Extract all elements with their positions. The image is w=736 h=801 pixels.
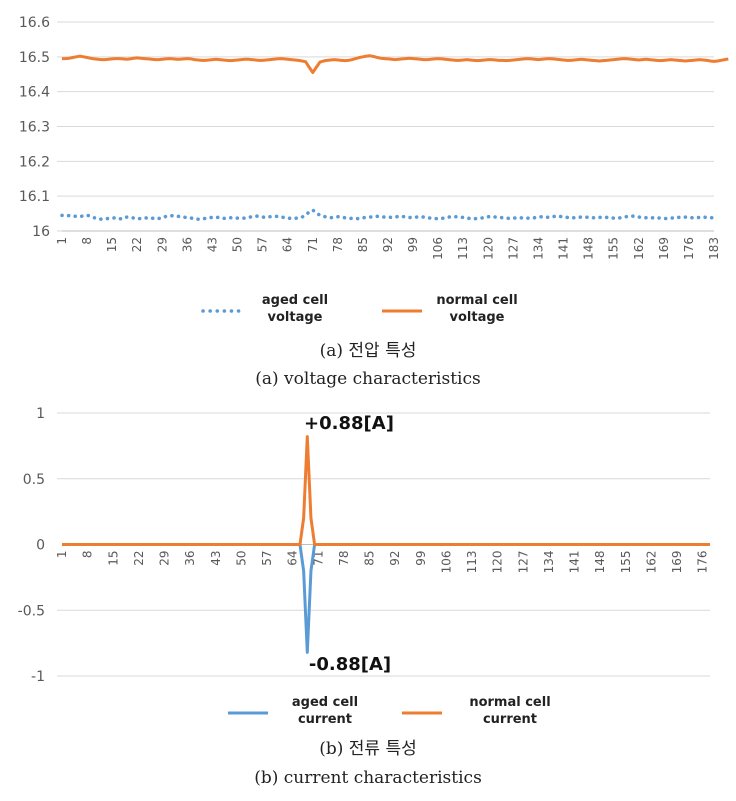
x-tick-label: 120 — [481, 237, 495, 260]
current-y-axis: 1 0.5 0 -0.5 -1 — [18, 406, 45, 685]
x-tick-label: 1 — [55, 551, 69, 559]
x-tick-label: 29 — [158, 551, 172, 566]
x-tick-label: 8 — [80, 237, 94, 245]
x-tick-label: 99 — [414, 551, 428, 566]
legend-label-normal-current-line2: current — [483, 712, 537, 727]
x-tick-label: 155 — [607, 237, 621, 260]
x-tick-label: 78 — [337, 551, 351, 566]
x-tick-label: 127 — [506, 237, 520, 260]
current-chart: 1 0.5 0 -0.5 -1 1 8 15 22 29 36 43 50 57 64 71 78 85 92 99… — [18, 406, 710, 788]
x-tick-label: 8 — [81, 551, 95, 559]
caption-a-korean: (a) 전압 특성 — [320, 341, 417, 361]
y-tick-label: 0 — [36, 538, 45, 554]
x-tick-label: 106 — [431, 237, 445, 260]
x-tick-label: 36 — [183, 551, 197, 566]
legend-label-normal-voltage-line1: normal cell — [436, 293, 517, 308]
annotation-peak-negative: -0.88[A] — [309, 654, 391, 675]
legend-label-aged-voltage-line2: voltage — [268, 310, 323, 325]
x-tick-label: 43 — [205, 237, 219, 252]
x-tick-label: 78 — [331, 237, 345, 252]
legend-label-aged-current-line1: aged cell — [292, 695, 358, 710]
y-tick-label: 0.5 — [23, 472, 45, 488]
x-tick-label: 162 — [644, 551, 658, 574]
y-tick-label: 16.2 — [19, 154, 50, 170]
x-tick-label: 71 — [306, 237, 320, 252]
annotation-peak-positive: +0.88[A] — [304, 413, 394, 434]
x-tick-label: 15 — [105, 237, 119, 252]
caption-b-korean: (b) 전류 특성 — [319, 739, 417, 759]
x-tick-label: 113 — [465, 551, 479, 574]
voltage-x-axis: 1 8 15 22 29 36 43 50 57 64 71 78 85 92 99 106 113 120 127… — [55, 237, 721, 260]
x-tick-label: 141 — [568, 551, 582, 574]
x-tick-label: 176 — [696, 551, 710, 574]
x-tick-label: 1 — [55, 237, 69, 245]
legend-label-normal-current-line1: normal cell — [469, 695, 550, 710]
x-tick-label: 92 — [388, 551, 402, 566]
voltage-series — [60, 54, 729, 221]
x-tick-label: 120 — [491, 551, 505, 574]
x-tick-label: 127 — [516, 551, 530, 574]
x-tick-label: 85 — [363, 551, 377, 566]
x-tick-label: 15 — [106, 551, 120, 566]
current-series — [62, 435, 710, 654]
x-tick-label: 50 — [231, 237, 245, 252]
y-tick-label: -0.5 — [18, 603, 45, 619]
x-tick-label: 29 — [155, 237, 169, 252]
x-tick-label: 134 — [542, 551, 556, 574]
y-tick-label: 1 — [36, 406, 45, 422]
x-tick-label: 71 — [311, 551, 325, 566]
voltage-gridlines — [57, 21, 714, 232]
series-line-aged-cell-voltage — [60, 208, 716, 221]
caption-a-english: (a) voltage characteristics — [255, 369, 480, 389]
x-tick-label: 155 — [619, 551, 633, 574]
x-tick-label: 134 — [531, 237, 545, 260]
voltage-legend: aged cell voltage normal cell voltage — [201, 293, 518, 325]
x-tick-label: 64 — [281, 237, 295, 252]
series-line-normal-cell-voltage — [62, 54, 729, 75]
x-tick-label: 106 — [439, 551, 453, 574]
y-tick-label: 16 — [32, 224, 50, 240]
x-tick-label: 64 — [286, 551, 300, 566]
x-tick-label: 85 — [356, 237, 370, 252]
x-tick-label: 36 — [180, 237, 194, 252]
x-tick-label: 99 — [406, 237, 420, 252]
x-tick-label: 113 — [456, 237, 470, 260]
x-tick-label: 22 — [132, 551, 146, 566]
x-tick-label: 92 — [381, 237, 395, 252]
series-line-normal-cell-current — [62, 435, 710, 546]
x-tick-label: 169 — [670, 551, 684, 574]
y-tick-label: 16.1 — [19, 189, 50, 205]
x-tick-label: 43 — [209, 551, 223, 566]
current-x-axis: 1 8 15 22 29 36 43 50 57 64 71 78 85 92 99 106 113 120 127… — [55, 551, 710, 574]
caption-b-english: (b) current characteristics — [254, 768, 482, 788]
y-tick-label: -1 — [31, 669, 45, 685]
voltage-chart: 16 16.1 16.2 16.3 16.4 16.5 16.6 1 8 15 22 29 36 43 5… — [19, 15, 729, 389]
x-tick-label: 183 — [707, 237, 721, 260]
current-legend: aged cell current normal cell current — [228, 695, 551, 727]
x-tick-label: 57 — [256, 237, 270, 252]
x-tick-label: 148 — [582, 237, 596, 260]
x-tick-label: 176 — [682, 237, 696, 260]
y-tick-label: 16.4 — [19, 85, 50, 101]
voltage-y-axis: 16 16.1 16.2 16.3 16.4 16.5 16.6 — [19, 15, 50, 240]
x-tick-label: 148 — [593, 551, 607, 574]
legend-label-aged-current-line2: current — [298, 712, 352, 727]
x-tick-label: 162 — [632, 237, 646, 260]
legend-label-aged-voltage-line1: aged cell — [262, 293, 328, 308]
legend-label-normal-voltage-line2: voltage — [450, 310, 505, 325]
y-tick-label: 16.3 — [19, 120, 50, 136]
x-tick-label: 22 — [130, 237, 144, 252]
x-tick-label: 50 — [234, 551, 248, 566]
y-tick-label: 16.5 — [19, 50, 50, 66]
x-tick-label: 57 — [260, 551, 274, 566]
x-tick-label: 169 — [657, 237, 671, 260]
y-tick-label: 16.6 — [19, 15, 50, 31]
x-tick-label: 141 — [557, 237, 571, 260]
